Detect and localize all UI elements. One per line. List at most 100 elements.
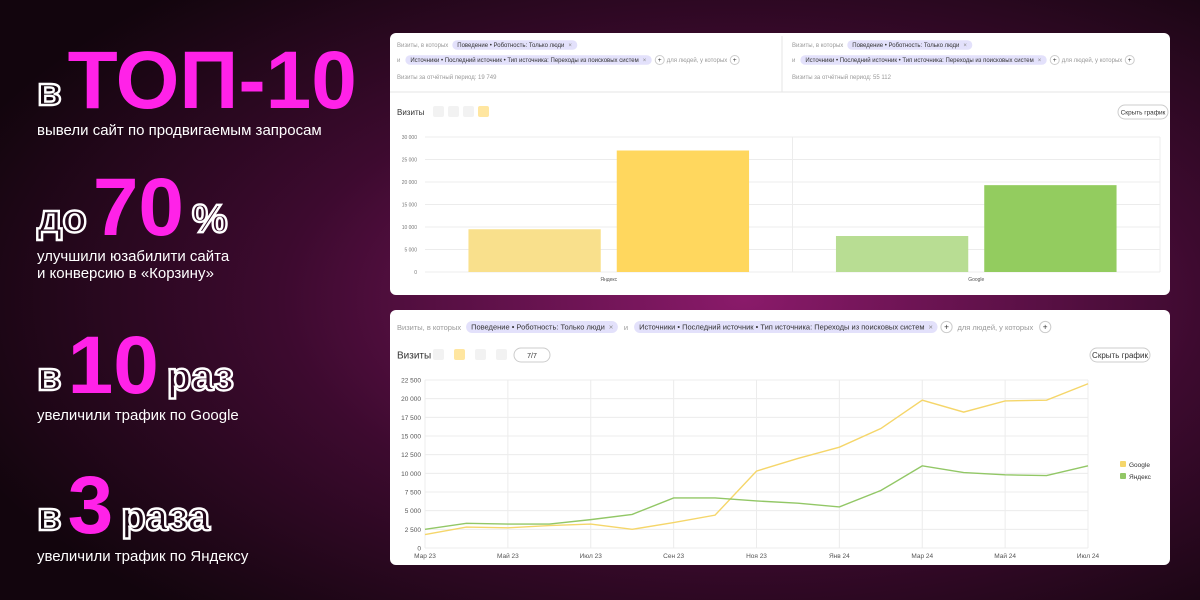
x-tick-label: Мар 23 xyxy=(414,553,436,560)
chip-bg xyxy=(800,55,1047,65)
y-tick-label: 10 000 xyxy=(401,471,421,478)
chip-close[interactable]: × xyxy=(929,323,933,332)
filter-total: Визиты за отчётный период: 19 749 xyxy=(397,74,497,81)
y-tick-label: 12 500 xyxy=(401,452,421,459)
y-tick-label: 5 000 xyxy=(404,248,417,254)
stat-caption: увеличили трафик по Яндексу xyxy=(37,548,249,565)
filter-chip: Источники • Последний источник • Тип ист… xyxy=(410,57,638,64)
x-tick-label: Янв 24 xyxy=(829,553,850,560)
y-tick-label: 17 500 xyxy=(401,415,421,422)
stat-suffix: раза xyxy=(121,495,211,539)
chip-close[interactable]: × xyxy=(568,43,572,49)
stat-caption: и конверсию в «Корзину» xyxy=(37,265,214,282)
hide-chart-label: Скрыть график xyxy=(1092,351,1148,360)
x-tick-label: Июл 24 xyxy=(1077,553,1100,560)
y-tick-label: 7 500 xyxy=(405,490,422,497)
filter-tail: для людей, у которых xyxy=(667,57,728,64)
add-button[interactable] xyxy=(729,55,740,65)
y-tick-label: 0 xyxy=(414,270,417,276)
x-tick-label: Июл 23 xyxy=(580,553,603,560)
chip-bg xyxy=(466,321,618,333)
counter-chip[interactable] xyxy=(513,347,551,363)
view-toggle[interactable] xyxy=(475,349,486,360)
legend-swatch xyxy=(1120,473,1126,479)
hide-chart-button[interactable] xyxy=(1117,104,1169,120)
filter-chip: Источники • Последний источник • Тип ист… xyxy=(805,57,1033,64)
chip-bg xyxy=(634,321,938,333)
filter-chip: Источники • Последний источник • Тип ист… xyxy=(639,323,924,332)
x-tick-label: Яндекс xyxy=(600,277,617,283)
chip-close[interactable]: × xyxy=(609,323,613,332)
y-tick-label: 15 000 xyxy=(401,434,421,441)
series-line xyxy=(424,465,1089,531)
filter-joiner: и xyxy=(397,58,400,64)
chip-close[interactable]: × xyxy=(963,43,967,49)
counter-label: 7/7 xyxy=(527,353,537,360)
hide-chart-button[interactable] xyxy=(1089,347,1151,363)
add-button[interactable] xyxy=(1049,55,1060,65)
bar xyxy=(835,236,969,272)
bar xyxy=(468,229,601,272)
legend-label: Яндекс xyxy=(1129,474,1152,481)
add-icon: + xyxy=(1053,57,1057,64)
x-tick-label: Google xyxy=(968,277,984,283)
add-icon: + xyxy=(944,323,949,332)
filter-joiner: и xyxy=(792,58,795,64)
filter-label: Визиты, в которых xyxy=(397,43,448,49)
stat-caption: увеличили трафик по Google xyxy=(37,407,239,424)
series-line xyxy=(424,383,1089,536)
add-icon: + xyxy=(1043,323,1048,332)
chip-close[interactable]: × xyxy=(643,58,647,64)
y-tick-label: 25 000 xyxy=(402,158,418,164)
x-tick-label: Ноя 23 xyxy=(746,553,767,560)
add-button[interactable] xyxy=(1124,55,1135,65)
view-toggle[interactable] xyxy=(463,106,474,117)
chip-bg xyxy=(847,40,973,50)
filter-chip: Поведение • Роботность: Только люди xyxy=(471,323,605,332)
chip-bg xyxy=(452,40,578,50)
stat-prefix: до xyxy=(37,197,87,241)
view-toggle[interactable] xyxy=(454,349,465,360)
y-tick-label: 0 xyxy=(417,546,421,553)
stat-value: 3 xyxy=(68,460,114,551)
filter-total: Визиты за отчётный период: 55 112 xyxy=(792,74,892,81)
stat-value: 10 xyxy=(68,320,159,411)
view-toggle[interactable] xyxy=(448,106,459,117)
stat-prefix: в xyxy=(37,70,62,114)
add-button[interactable] xyxy=(1039,320,1052,334)
filter-tail: для людей, у которых xyxy=(1062,57,1123,64)
stat-value: ТОП-10 xyxy=(68,35,357,126)
stat-value: 70 xyxy=(93,162,184,253)
y-tick-label: 10 000 xyxy=(402,225,418,231)
stat-caption: улучшили юзабилити сайта xyxy=(37,248,230,265)
bar xyxy=(984,185,1117,272)
add-button[interactable] xyxy=(654,55,665,65)
filter-chip: Поведение • Роботность: Только люди xyxy=(457,43,564,49)
stat-caption: вывели сайт по продвигаемым запросам xyxy=(37,122,322,139)
legend-label: Google xyxy=(1129,462,1150,469)
add-icon: + xyxy=(733,57,737,64)
view-toggle[interactable] xyxy=(433,106,444,117)
x-tick-label: Май 23 xyxy=(497,552,519,560)
y-tick-label: 2 500 xyxy=(405,527,422,534)
chip-bg xyxy=(405,55,652,65)
stat-suffix: % xyxy=(192,197,228,241)
stat-prefix: в xyxy=(37,495,62,539)
view-toggle[interactable] xyxy=(433,349,444,360)
y-tick-label: 30 000 xyxy=(402,135,418,141)
filter-label: Визиты, в которых xyxy=(792,43,843,49)
add-icon: + xyxy=(1128,57,1132,64)
chip-close[interactable]: × xyxy=(1038,58,1042,64)
add-button[interactable] xyxy=(940,320,953,334)
view-toggle[interactable] xyxy=(478,106,489,117)
y-tick-label: 20 000 xyxy=(401,396,421,403)
hide-chart-label: Скрыть график xyxy=(1121,109,1166,116)
chart-title: Визиты xyxy=(397,108,425,117)
view-toggle[interactable] xyxy=(496,349,507,360)
y-tick-label: 20 000 xyxy=(402,180,418,186)
legend-swatch xyxy=(1120,461,1126,467)
y-tick-label: 22 500 xyxy=(401,378,421,385)
y-tick-label: 15 000 xyxy=(402,203,418,209)
